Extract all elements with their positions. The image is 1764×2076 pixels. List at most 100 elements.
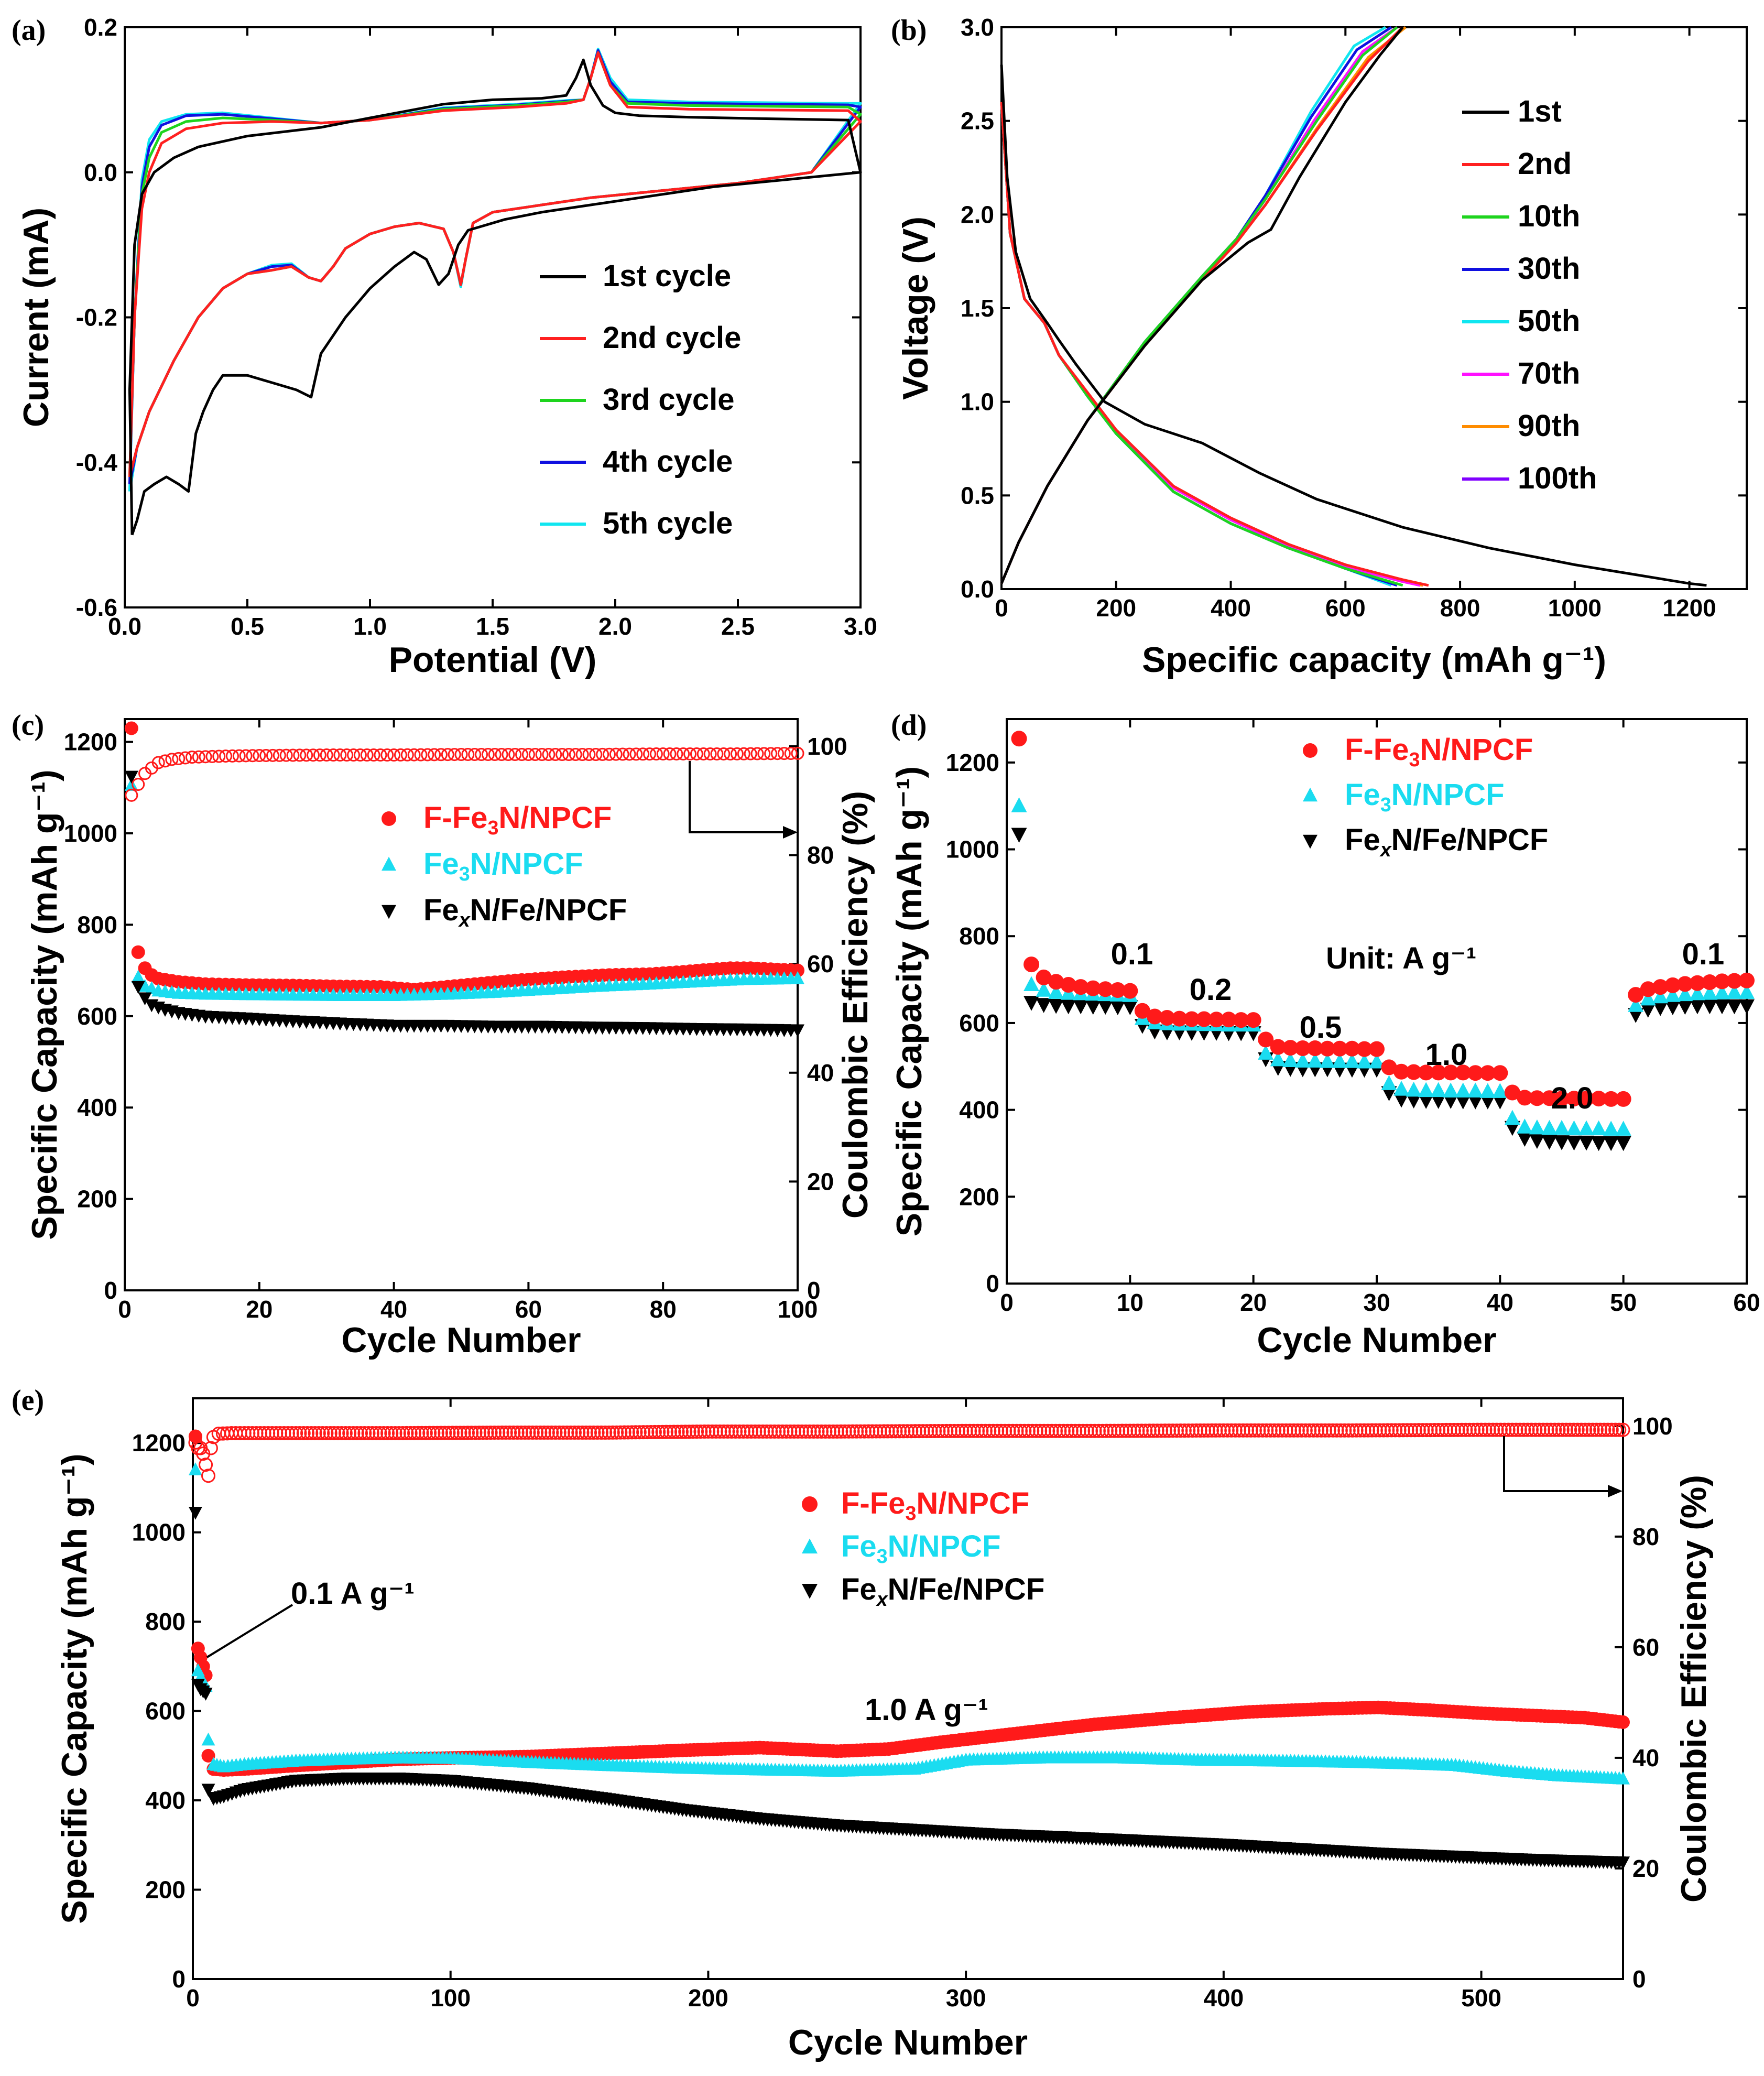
data-point [589,747,603,761]
data-point [575,747,589,761]
data-point [1023,957,1040,973]
data-point [1271,1423,1286,1438]
data-point [1048,974,1064,990]
data-point [1220,1423,1235,1438]
data-point [415,1426,429,1440]
data-point [877,1424,891,1439]
data-point [1393,1063,1410,1080]
legend-marker [1303,743,1317,758]
data-point [1212,1423,1227,1438]
data-point [1517,1090,1533,1106]
data-point [814,1424,829,1439]
data-point [525,1425,540,1440]
data-point [1307,1052,1323,1068]
data-point [201,1732,215,1746]
data-point [1492,1083,1508,1098]
y2-tick-label: 100 [1632,1412,1673,1440]
data-point [188,1506,202,1520]
data-point [472,1426,486,1440]
data-point [794,1424,809,1439]
y-tick-label: 200 [145,1876,186,1904]
data-point [697,1424,712,1439]
data-point [1189,1423,1204,1438]
data-point [1529,1090,1545,1106]
data-point [483,1426,498,1440]
x-tick-label: 10 [1117,1289,1144,1316]
data-point [721,1424,735,1439]
rate-label: 1.0 [1425,1038,1468,1072]
x-tick-label: 0 [186,1984,200,2012]
ce-arrow [689,761,790,833]
data-point [1201,1423,1215,1438]
data-point [515,747,529,761]
data-point [701,1424,715,1439]
data-point [434,1426,449,1440]
data-point [403,1426,418,1440]
data-point [582,747,596,761]
legend-marker [802,1584,818,1599]
data-point [203,1441,218,1455]
data-point [219,749,233,763]
data-point [1520,1422,1535,1437]
data-point [1702,985,1718,1000]
data-point [1451,1422,1465,1437]
data-point [1559,1422,1574,1437]
data-point [667,1425,681,1439]
data-point [617,1425,631,1440]
legend-label-part: F-Fe [841,1486,905,1520]
data-point [422,1426,437,1440]
x-tick-label: 30 [1363,1289,1390,1316]
data-point [1578,1422,1593,1437]
data-point [1177,1423,1192,1438]
y-tick-label: 0.0 [961,575,994,603]
annotation-pointer [206,1604,293,1658]
data-point [986,1423,1000,1438]
data-point [201,1469,216,1483]
data-point [1714,984,1730,999]
legend-label-part: N/Fe/NPCF [888,1572,1045,1606]
data-point [1134,1003,1150,1019]
data-point [498,1425,513,1440]
data-point [246,749,259,763]
data-point [629,747,643,761]
legend-label-part: N/Fe/NPCF [470,893,627,927]
y-tick-label: 0 [986,1270,999,1297]
data-point [1430,1064,1446,1081]
legend-marker [382,905,396,919]
data-point [453,1426,467,1440]
data-point [923,1424,938,1439]
data-point [1221,1012,1237,1028]
data-point [560,1425,574,1440]
x-tick-label: 0 [1000,1289,1014,1316]
legend-label-part: F-Fe [1345,733,1409,767]
data-point [1332,1053,1348,1068]
y-tick-label: -0.6 [76,594,117,621]
x-tick-label: 400 [1203,1984,1244,2012]
data-point [1540,1422,1554,1437]
rate-label: 0.1 [1111,937,1153,971]
data-point [1344,1053,1360,1068]
data-point [1084,1423,1098,1438]
data-point [1616,1856,1630,1870]
data-point [982,1423,997,1438]
data-point [441,1426,456,1440]
data-point [1369,1053,1385,1069]
data-point [1073,979,1089,995]
panel-d: 0 10 20 30 40 50 60020040060080010001200(d)Cyc… [889,709,1760,1360]
x-tick-label: 40 [1487,1289,1513,1316]
data-point [1097,999,1114,1015]
data-point [1479,1094,1496,1110]
x-tick-label: 1.5 [476,613,509,640]
data-point [388,1426,402,1440]
data-point [1208,1012,1225,1028]
data-point [1085,980,1101,996]
data-point [1181,1423,1196,1438]
data-point [1689,985,1705,1001]
discharge-curve [1000,64,1707,587]
data-point [842,1424,856,1439]
data-point [966,1423,981,1438]
data-point [908,1424,922,1439]
data-point [1566,1135,1582,1151]
y-tick-label: 0 [104,1277,117,1304]
data-point [1060,999,1076,1015]
